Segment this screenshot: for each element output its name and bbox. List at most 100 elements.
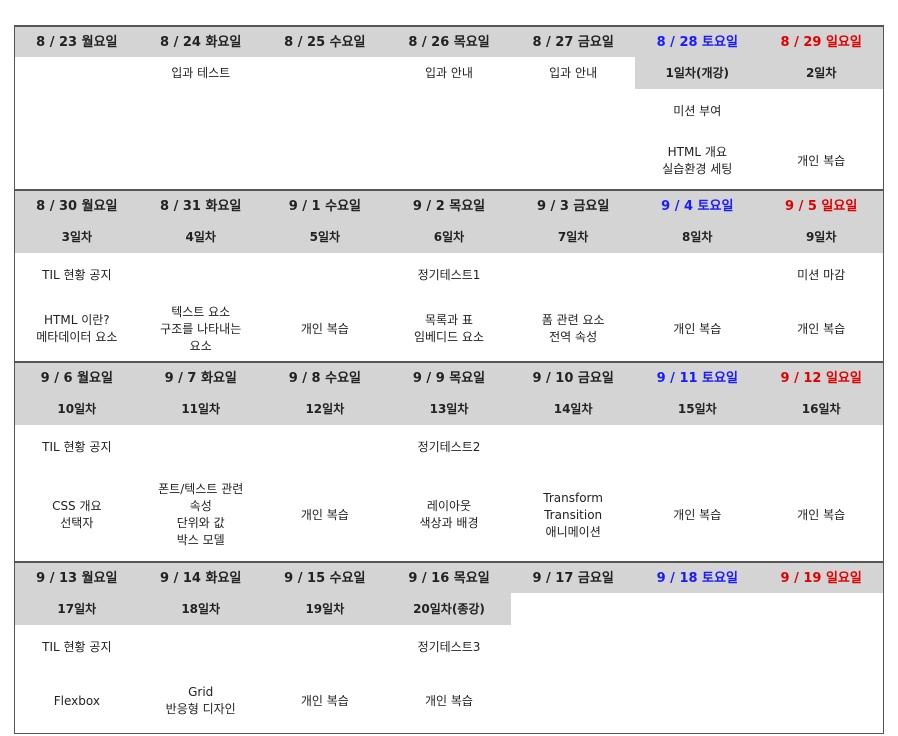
lesson-row: 10일차 11일차 12일차 13일차 14일차 15일차 16일차 — [14, 393, 884, 425]
content-line: HTML 이란? — [43, 313, 110, 327]
schedule-table: 8 / 23 월요일 8 / 24 화요일 8 / 25 수요일 8 / 26 … — [14, 25, 884, 734]
lesson-cell — [263, 57, 387, 89]
content-cell: HTML 개요 실습환경 세팅 — [635, 133, 759, 190]
lesson-cell: 5일차 — [262, 221, 387, 253]
note-cell: 정기테스트2 — [417, 439, 481, 454]
note-cell — [759, 425, 883, 469]
content-cell — [139, 133, 263, 190]
date-header: 9 / 10 금요일 — [511, 361, 636, 393]
content-line: 요소 — [189, 338, 212, 353]
content-cell: 개인 복습 — [635, 297, 759, 362]
note-cell — [511, 625, 635, 669]
content-line: 폰트/텍스트 관련 — [158, 482, 244, 496]
content-line: 개인 복습 — [300, 693, 349, 708]
content-row: Flexbox Grid 반응형 디자인 개인 복습 개인 복습 — [15, 669, 884, 734]
note-cell — [511, 253, 635, 297]
lesson-cell — [511, 593, 635, 625]
note-cell — [263, 425, 387, 469]
lesson-cell: 16일차 — [759, 393, 884, 425]
content-cell: Grid 반응형 디자인 — [139, 669, 263, 734]
note-cell — [139, 625, 263, 669]
content-cell: 레이아웃 색상과 배경 — [387, 469, 511, 562]
content-cell — [511, 669, 635, 734]
date-header-saturday: 9 / 18 토요일 — [635, 561, 760, 593]
content-cell: 개인 복습 — [759, 469, 883, 562]
note-cell: 미션 마감 — [797, 267, 846, 282]
note-cell — [511, 89, 635, 133]
content-line: 박스 모델 — [176, 533, 225, 547]
content-line: 단위와 값 — [176, 516, 225, 530]
note-cell — [759, 89, 883, 133]
lesson-cell: 3일차 — [14, 221, 139, 253]
date-header: 8 / 25 수요일 — [262, 25, 387, 57]
content-line: 개인 복습 — [797, 321, 846, 336]
content-line: 구조를 나타내는 — [160, 321, 242, 336]
content-line: 텍스트 요소 — [171, 304, 231, 319]
content-cell: 개인 복습 — [263, 469, 387, 562]
week-header-row: 8 / 30 월요일 8 / 31 화요일 9 / 1 수요일 9 / 2 목요… — [14, 189, 884, 221]
date-header: 8 / 24 화요일 — [138, 25, 263, 57]
date-header: 9 / 16 목요일 — [386, 561, 512, 593]
content-line: 속성 — [189, 499, 212, 513]
note-cell — [139, 425, 263, 469]
lesson-cell: 7일차 — [511, 221, 636, 253]
lesson-row: 입과 테스트 입과 안내 입과 안내 1일차(개강) 2일차 — [15, 57, 884, 89]
content-cell: 개인 복습 — [387, 669, 511, 734]
content-line: 반응형 디자인 — [165, 702, 236, 716]
content-line: Flexbox — [53, 693, 100, 708]
lesson-cell: 4일차 — [138, 221, 263, 253]
content-cell: Flexbox — [15, 669, 139, 734]
content-line: 폼 관련 요소 — [541, 313, 605, 327]
content-line: 메타데이터 요소 — [36, 330, 118, 344]
date-header: 9 / 6 월요일 — [14, 361, 139, 393]
lesson-cell: 13일차 — [386, 393, 512, 425]
week-header-row: 8 / 23 월요일 8 / 24 화요일 8 / 25 수요일 8 / 26 … — [14, 25, 884, 57]
note-cell — [511, 425, 635, 469]
lesson-cell — [759, 593, 883, 625]
note-row: 미션 부여 — [15, 89, 884, 133]
date-header-sunday: 8 / 29 일요일 — [759, 25, 884, 57]
date-header: 8 / 23 월요일 — [14, 25, 139, 57]
note-cell — [635, 253, 759, 297]
content-line: CSS 개요 — [52, 499, 102, 513]
lesson-cell: 20일차(종강) — [386, 593, 512, 625]
lesson-cell — [635, 593, 759, 625]
lesson-cell: 2일차 — [759, 57, 884, 89]
content-line: HTML 개요 — [667, 145, 727, 159]
content-cell: HTML 이란? 메타데이터 요소 — [15, 297, 139, 362]
note-cell: 미션 부여 — [673, 103, 722, 118]
note-cell — [759, 625, 883, 669]
content-line: 개인 복습 — [797, 507, 846, 522]
content-line: Transform — [543, 490, 603, 505]
note-cell: 정기테스트1 — [417, 267, 481, 282]
note-cell: TIL 현황 공지 — [42, 439, 112, 454]
content-cell — [759, 669, 883, 734]
note-cell — [263, 625, 387, 669]
note-row: TIL 현황 공지 정기테스트2 — [15, 425, 884, 469]
content-cell: Transform Transition 애니메이션 — [511, 469, 635, 562]
content-line: 전역 속성 — [549, 330, 598, 344]
date-header-saturday: 9 / 4 토요일 — [635, 189, 760, 221]
date-header: 9 / 8 수요일 — [262, 361, 387, 393]
content-line: 임베디드 요소 — [413, 330, 485, 344]
date-header: 8 / 27 금요일 — [511, 25, 636, 57]
content-cell: CSS 개요 선택자 — [15, 469, 139, 562]
note-cell — [15, 89, 139, 133]
note-cell — [635, 425, 759, 469]
content-cell — [15, 133, 139, 190]
content-line: 개인 복습 — [425, 693, 473, 708]
content-line: 개인 복습 — [673, 507, 722, 522]
lesson-cell: 입과 안내 — [549, 65, 598, 80]
date-header-sunday: 9 / 19 일요일 — [759, 561, 884, 593]
note-cell — [387, 89, 511, 133]
lesson-cell: 입과 안내 — [425, 65, 473, 80]
lesson-cell: 18일차 — [138, 593, 263, 625]
date-header-saturday: 8 / 28 토요일 — [635, 25, 760, 57]
note-cell — [139, 89, 263, 133]
content-row: HTML 개요 실습환경 세팅 개인 복습 — [15, 133, 884, 190]
date-header: 9 / 3 금요일 — [511, 189, 636, 221]
